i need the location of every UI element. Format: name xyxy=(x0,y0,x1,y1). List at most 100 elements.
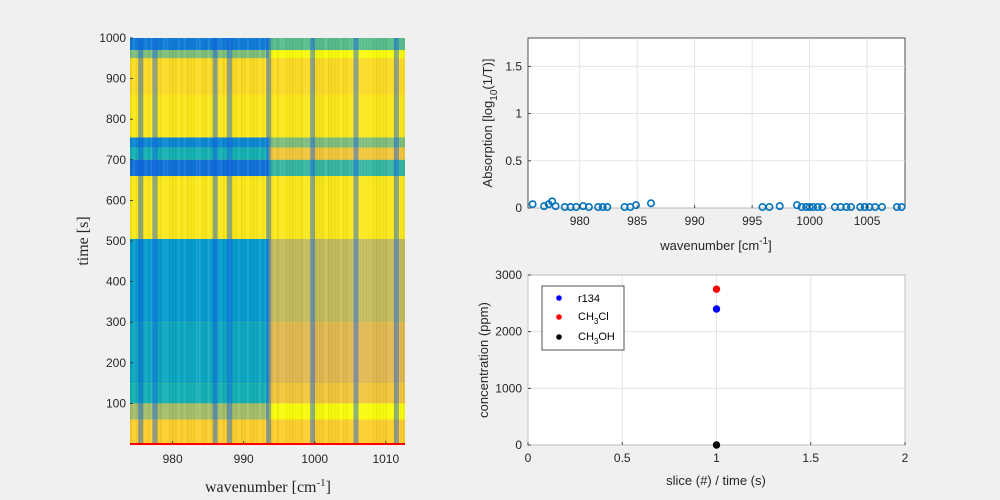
heatmap-streak xyxy=(271,38,273,444)
concentration-y-tick-label: 2000 xyxy=(495,325,522,339)
concentration-x-ticks: 0 0.5 1 1.5 2 xyxy=(525,442,909,465)
heatmap-streak xyxy=(181,38,183,444)
heatmap-x-label: wavenumber [cm-1] xyxy=(205,477,331,496)
heatmap-streak xyxy=(262,38,264,444)
heatmap-y-tick-label: 200 xyxy=(106,356,126,370)
heatmap-band-saturated xyxy=(268,403,405,420)
heatmap-y-tick-label: 1000 xyxy=(99,31,126,45)
heatmap-absorption-line xyxy=(152,38,158,444)
heatmap-streak xyxy=(304,38,306,444)
heatmap-streak xyxy=(274,38,276,444)
heatmap-streak xyxy=(229,38,231,444)
heatmap-streak xyxy=(277,38,279,444)
heatmap-band-saturated xyxy=(268,159,405,177)
heatmap-streak xyxy=(211,38,213,444)
heatmap-streak xyxy=(175,38,177,444)
heatmap-streak xyxy=(307,38,309,444)
absorption-point xyxy=(792,201,801,210)
heatmap-streak xyxy=(325,38,327,444)
absorption-point xyxy=(584,203,593,212)
heatmap-streak xyxy=(361,38,363,444)
absorption-y-tick-label: 1 xyxy=(515,107,522,121)
heatmap-streak xyxy=(178,38,180,444)
heatmap-band xyxy=(130,403,269,420)
heatmap-band xyxy=(130,94,269,136)
concentration-y-label: concentration (ppm) xyxy=(476,302,491,418)
heatmap-streak xyxy=(256,38,258,444)
absorption-point xyxy=(818,203,827,212)
heatmap-streak xyxy=(190,38,192,444)
heatmap-band-saturated xyxy=(268,419,405,444)
concentration-points xyxy=(712,285,721,449)
heatmap-streak xyxy=(148,38,150,444)
heatmap-streak xyxy=(250,38,252,444)
absorption-point xyxy=(805,203,814,212)
heatmap-streak xyxy=(142,38,144,444)
heatmap-streak xyxy=(139,38,141,444)
absorption-point xyxy=(632,201,641,210)
heatmap-y-tick-label: 700 xyxy=(106,153,126,167)
heatmap-streak xyxy=(301,38,303,444)
heatmap-streak xyxy=(280,38,282,444)
heatmap-streak xyxy=(238,38,240,444)
concentration-x-tick-label: 1 xyxy=(713,451,720,465)
absorption-point xyxy=(594,203,603,212)
heatmap-y-tick-label: 500 xyxy=(106,234,126,248)
heatmap-y-tick-label: 300 xyxy=(106,315,126,329)
heatmap-streak xyxy=(373,38,375,444)
legend-marker-ch3oh xyxy=(556,334,562,340)
heatmap-absorption-line xyxy=(393,38,399,444)
absorption-x-label: wavenumber [cm-1] xyxy=(659,236,772,253)
heatmap-streak xyxy=(163,38,165,444)
concentration-x-label: slice (#) / time (s) xyxy=(666,473,766,488)
absorption-point xyxy=(860,203,869,212)
concentration-x-tick-label: 0.5 xyxy=(614,451,631,465)
heatmap-streak xyxy=(157,38,159,444)
heatmap-band xyxy=(130,147,269,160)
heatmap-streak xyxy=(343,38,345,444)
absorption-point xyxy=(646,199,655,208)
legend-label-ch3cl: CH3Cl xyxy=(578,311,609,326)
heatmap-streak xyxy=(202,38,204,444)
absorption-y-ticks: 0 0.5 1 1.5 xyxy=(505,59,531,215)
heatmap-streak xyxy=(217,38,219,444)
legend-label-r134: r134 xyxy=(578,293,600,305)
absorption-point xyxy=(892,203,901,212)
heatmap-absorption-lines xyxy=(138,38,399,444)
heatmap-streak xyxy=(244,38,246,444)
legend-label-ch3oh: CH3OH xyxy=(578,331,615,346)
heatmap-streak xyxy=(298,38,300,444)
heatmap-streak xyxy=(283,38,285,444)
heatmap-streak xyxy=(400,38,402,444)
absorption-point xyxy=(878,203,887,212)
absorption-point xyxy=(598,203,607,212)
absorption-points xyxy=(528,197,906,212)
heatmap-streak xyxy=(199,38,201,444)
heatmap-streak xyxy=(394,38,396,444)
heatmap-streak xyxy=(253,38,255,444)
absorption-x-ticks: 980 985 990 995 1000 1005 xyxy=(570,205,881,228)
heatmap-streak xyxy=(259,38,261,444)
heatmap-streak xyxy=(310,38,312,444)
heatmap-streak xyxy=(235,38,237,444)
heatmap-streak xyxy=(397,38,399,444)
heatmap-band-saturated xyxy=(268,137,405,148)
heatmap-streak xyxy=(370,38,372,444)
heatmap-streak xyxy=(214,38,216,444)
heatmap-streak xyxy=(367,38,369,444)
absorption-point xyxy=(528,200,537,209)
absorption-point xyxy=(540,202,549,211)
heatmap-band-saturated xyxy=(268,38,405,51)
heatmap-absorption-line xyxy=(226,38,232,444)
absorption-x-tick-label: 1005 xyxy=(854,214,881,228)
absorption-point xyxy=(797,203,806,212)
heatmap-streak xyxy=(160,38,162,444)
heatmap-streak xyxy=(136,38,138,444)
heatmap-streak xyxy=(289,38,291,444)
heatmap-band xyxy=(130,50,269,59)
heatmap-band-saturated xyxy=(268,322,405,384)
heatmap-band xyxy=(130,419,269,444)
heatmap-band xyxy=(130,322,269,384)
heatmap-y-tick-label: 600 xyxy=(106,193,126,207)
